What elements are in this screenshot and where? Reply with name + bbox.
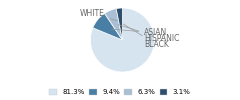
Wedge shape [93, 13, 122, 40]
Text: HISPANIC: HISPANIC [118, 25, 180, 43]
Wedge shape [90, 8, 154, 72]
Legend: 81.3%, 9.4%, 6.3%, 3.1%: 81.3%, 9.4%, 6.3%, 3.1% [48, 88, 192, 96]
Wedge shape [116, 8, 122, 40]
Text: BLACK: BLACK [123, 24, 169, 49]
Text: WHITE: WHITE [80, 9, 117, 21]
Wedge shape [105, 9, 122, 40]
Text: ASIAN: ASIAN [112, 28, 168, 38]
